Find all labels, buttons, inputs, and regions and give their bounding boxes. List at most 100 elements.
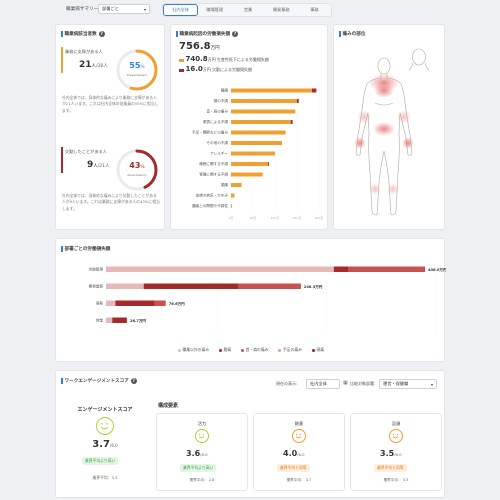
x-tick-label: 0万 [229, 216, 234, 220]
loss-bar-productivity [231, 183, 242, 187]
x-tick-label: 100万 [271, 216, 280, 220]
compare-select[interactable]: 運営・保健職 ▾ [379, 379, 437, 389]
loss-total: 756.8 [179, 41, 211, 52]
tab-bar: 社内全体 職場管理 営業 開発業務 事務 [162, 3, 332, 17]
component-badge: 業界平均と同等 [277, 464, 310, 472]
pain-spot-lower-back [373, 122, 395, 136]
dept-label: 営業 [96, 318, 104, 323]
donut-percent: 55 [129, 61, 141, 70]
card-title: 職業病起因の労働損失額? [176, 31, 239, 37]
category-label: 手足・関節などの痛み [192, 130, 228, 135]
help-icon[interactable]: ? [232, 31, 239, 37]
dept-bar-segment [106, 266, 334, 272]
loss-bar-productivity [231, 162, 268, 166]
tab-development[interactable]: 開発業務 [272, 7, 290, 12]
tab-all[interactable]: 社内全体 [163, 4, 199, 16]
smiley-icon [292, 429, 306, 443]
category-label: 腰痛 [221, 88, 229, 93]
loss-bar-productivity [231, 109, 296, 114]
dept-total-label: 248.3万円 [304, 284, 323, 289]
component-avg: 業界平均： 2.8 [189, 478, 215, 482]
stat-absenteeism: 欠勤したことがある人 9人/21人 43% Absenteeism [59, 145, 163, 191]
pain-spot-left-knee [369, 183, 381, 195]
pain-location-card: 痛みの部位 [333, 24, 445, 230]
loss-bar-absence [290, 120, 293, 124]
dept-bar-segment [106, 300, 116, 306]
component-score: 3.6/6.0 [186, 449, 208, 458]
smiley-icon [195, 429, 209, 443]
loss-bar-productivity [231, 172, 263, 177]
pain-spot-right-knee [387, 183, 399, 195]
pain-spot-right-elbow [397, 110, 411, 124]
loss-row-absence: 16.0万円 欠勤による労働損失額 [179, 65, 252, 73]
pain-spot-neck [374, 84, 394, 98]
occupational-disease-card: 職業病該当者数? 業務に支障がある人 21人/38人 55% Presentee… [55, 24, 165, 230]
loss-bar-absence [267, 162, 269, 166]
stat-description: 社内全体では、身体的な痛みにより業務に支障がある人が21人います。これは社内全体… [62, 95, 159, 113]
labor-loss-card: 職業病起因の労働損失額? 756.8万円 740.8万円 生産性低下による労働損… [170, 24, 328, 230]
donut-sublabel: Presenteeism [126, 73, 148, 77]
component-card-vigor [156, 413, 248, 491]
tab-sales[interactable]: 営業 [243, 7, 253, 12]
component-avg: 業界平均： 3.7 [286, 478, 312, 482]
loss-bar-chart: 0万 50万 100万 150万 200万 腰痛頭の不調首・肩の痛み眼表による不調手足・関… [192, 87, 324, 220]
body-diagram [354, 48, 430, 216]
category-label: 眼表による不調 [203, 119, 228, 124]
card-title: 痛みの部位 [339, 31, 365, 37]
dept-bar-segment [154, 300, 166, 306]
dept-total-label: 26.7万円 [130, 318, 146, 323]
pain-spot-left-elbow [357, 110, 371, 124]
display-label: 現在の表示: [276, 381, 298, 386]
dept-bar-segment [333, 266, 348, 272]
component-score: 4.0/6.0 [283, 449, 305, 458]
help-icon[interactable]: ? [130, 378, 137, 384]
legend-entry: 職業以外の痛み [177, 347, 209, 353]
stat-label: 欠勤したことがある人 [65, 149, 107, 154]
display-select[interactable]: 社内全体 [306, 379, 340, 389]
loss-bar-productivity [231, 88, 312, 93]
component-score: 3.5/6.0 [380, 449, 402, 458]
dept-label: 開発業務 [89, 284, 104, 289]
component-name: 活力 [197, 421, 207, 426]
dept-bar-segment [126, 317, 127, 323]
dept-label: 労働管理 [89, 267, 104, 272]
chevron-down-icon: ▾ [143, 6, 146, 12]
stat-description: 社内全体では、身体的な痛みにより欠勤したことがある人が9人います。これは業務に支… [62, 193, 160, 211]
help-icon[interactable]: ? [98, 31, 105, 37]
pain-spot-right-wrist [402, 137, 414, 149]
x-tick-label: 200万 [315, 216, 324, 220]
dept-bar-segment [106, 317, 113, 323]
category-label: 首・肩の痛み [206, 109, 228, 114]
pain-spot-left-wrist [354, 137, 366, 149]
engagement-card: ワークエンゲージメントスコア? 現在の表示: 社内全体 ▦ 比較対象部署: 運営… [55, 370, 445, 498]
components-title: 構成要素 [158, 403, 179, 409]
donut-sublabel: Absenteeism [127, 173, 147, 177]
component-badge: 業界平均より高い [180, 464, 217, 472]
dept-bar-segment [112, 317, 127, 323]
x-tick-label: 150万 [293, 216, 302, 220]
donut-percent: 43 [129, 161, 141, 170]
component-avg: 業界平均： 3.3 [383, 478, 409, 482]
loss-bar-productivity [231, 130, 286, 135]
donut-absenteeism [116, 149, 158, 191]
component-badge: 業界平均と同等 [374, 464, 407, 472]
summary-label: 職業病サマリー： [66, 7, 103, 12]
chevron-down-icon: ▾ [430, 381, 433, 387]
loss-row-productivity: 740.8万円 生産性低下による労働損失額 [179, 55, 269, 63]
category-label: 皮膚の病気・かゆみ [196, 193, 229, 198]
main-badge: 業界平均より高い [82, 457, 119, 465]
dept-legend: 職業以外の痛み 腰痛 首・肩の痛み 手足の痛み 頭痛 [56, 347, 446, 353]
dept-total-label: 76.6万円 [169, 301, 185, 306]
dept-select[interactable]: 部署ごと ▾ [98, 4, 150, 14]
tab-office[interactable]: 事務 [310, 7, 319, 12]
legend-entry: 首・肩の痛み [241, 347, 268, 353]
tab-management[interactable]: 職場管理 [206, 7, 224, 12]
legend-entry: 頭痛 [311, 347, 324, 353]
component-card-absorption [350, 413, 442, 491]
main-score: 3.7 [92, 439, 110, 450]
x-tick-label: 50万 [250, 216, 257, 220]
legend-entry: 手足の痛み [278, 347, 302, 353]
dept-loss-card: 部署ごとの労働損失額 労働管理 406.0万円 開発業務 248.3万円 事務 76.6万… [55, 238, 446, 362]
loss-bar-productivity [231, 120, 291, 124]
